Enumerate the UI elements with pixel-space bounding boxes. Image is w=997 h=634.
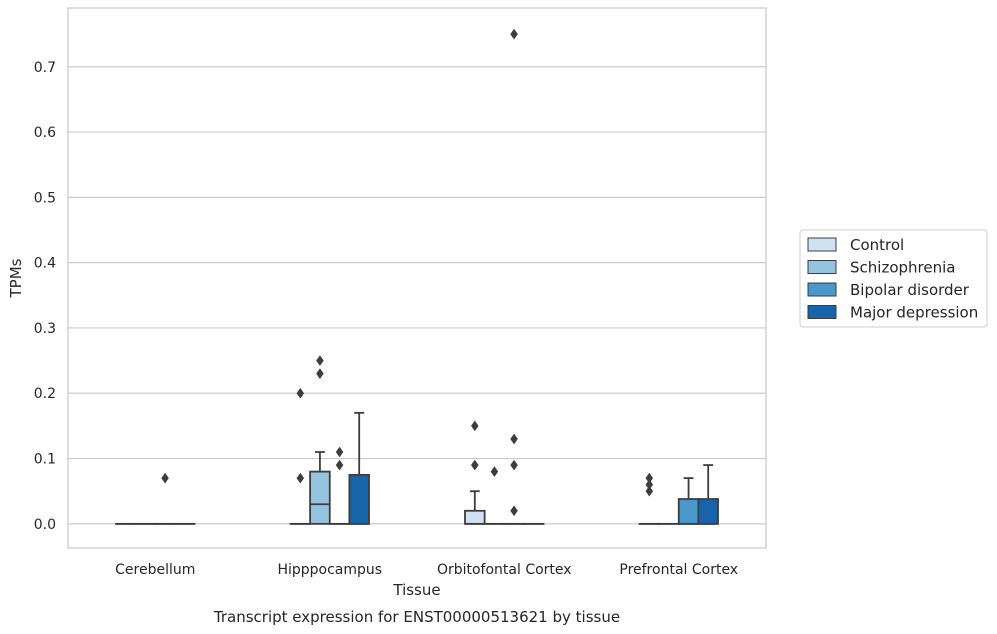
- legend-label: Major depression: [850, 304, 978, 322]
- box-body: [464, 509, 486, 525]
- box-2-0: [464, 490, 486, 525]
- legend-swatch: [807, 305, 837, 319]
- plot-area: [67, 7, 767, 549]
- outlier-point: [510, 28, 518, 40]
- outlier-point: [316, 368, 324, 380]
- outliers: [161, 28, 654, 517]
- outlier-point: [316, 355, 324, 367]
- outlier-point: [161, 472, 169, 484]
- x-tick-label: Cerebellum: [115, 562, 195, 578]
- y-tick-label: 0.4: [34, 256, 56, 272]
- y-tick-label: 0.7: [34, 60, 56, 76]
- legend-item: Bipolar disorder: [807, 281, 970, 299]
- outlier-point: [645, 485, 654, 497]
- legend-label: Bipolar disorder: [850, 281, 970, 299]
- outlier-point: [510, 433, 518, 445]
- y-axis-label: TPMs: [7, 258, 25, 298]
- outlier-point: [470, 459, 479, 471]
- box-1-1: [309, 451, 331, 525]
- box-body: [677, 498, 700, 525]
- box-body: [348, 473, 370, 525]
- y-tick-label: 0.5: [34, 190, 56, 206]
- y-tick-label: 0.2: [34, 386, 56, 402]
- outlier-point: [490, 466, 499, 478]
- outlier-point: [335, 459, 344, 471]
- outlier-point: [335, 446, 344, 458]
- outlier-point: [470, 420, 479, 432]
- outlier-point: [510, 505, 518, 517]
- x-tick-label: Prefrontal Cortex: [619, 562, 738, 578]
- outlier-point: [510, 459, 518, 471]
- legend-frame: [799, 229, 988, 328]
- legend: Control Schizophrenia Bipolar disorder Majo…: [799, 229, 988, 328]
- chart-caption: Transcript expression for ENST0000051362…: [213, 608, 620, 626]
- x-tick-label: Hipppocampus: [277, 562, 382, 578]
- gridlines: [68, 66, 766, 525]
- legend-label: Control: [850, 236, 904, 254]
- legend-label: Schizophrenia: [850, 259, 955, 277]
- box-3-3: [697, 464, 719, 525]
- x-tick-labels: Cerebellum Hipppocampus Orbitofontal Corte…: [115, 562, 738, 578]
- y-tick-label: 0.0: [34, 517, 56, 533]
- outlier-point: [645, 479, 654, 491]
- x-tick-label: Orbitofontal Cortex: [437, 562, 572, 578]
- y-tick-label: 0.1: [34, 452, 56, 468]
- y-tick-label: 0.3: [34, 321, 56, 337]
- legend-item: Schizophrenia: [807, 259, 955, 277]
- y-tick-labels: 0.0 0.1 0.2 0.3 0.4 0.5 0.6 0.7: [34, 60, 56, 533]
- legend-swatch: [807, 282, 837, 297]
- legend-swatch: [807, 237, 837, 252]
- legend-swatch: [807, 260, 837, 274]
- y-tick-label: 0.6: [34, 125, 56, 141]
- outlier-point: [296, 472, 305, 484]
- x-axis-label: Tissue: [392, 581, 440, 599]
- outlier-point: [645, 472, 654, 484]
- box-1-3: [348, 411, 370, 525]
- boxes: [115, 411, 719, 525]
- legend-item: Control: [807, 236, 904, 254]
- box-body: [697, 498, 719, 525]
- legend-item: Major depression: [807, 304, 978, 322]
- outlier-point: [296, 387, 305, 399]
- box-body: [309, 470, 331, 525]
